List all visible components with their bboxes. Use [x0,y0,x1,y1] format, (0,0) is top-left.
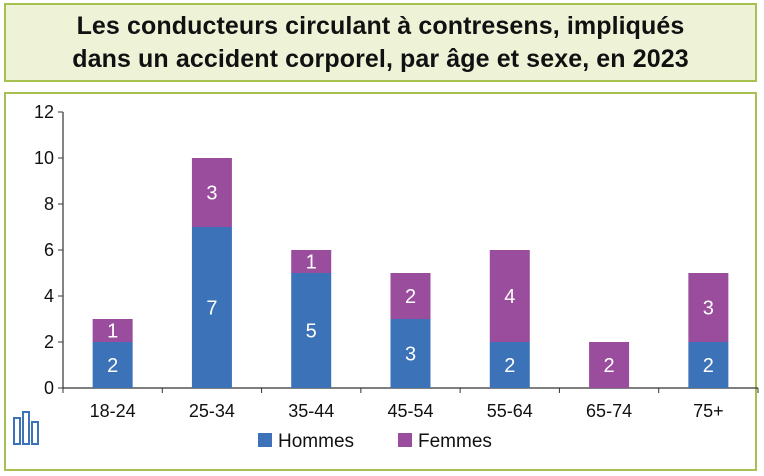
legend-label-hommes: Hommes [278,431,354,452]
x-tick-label: 25-34 [189,401,235,421]
x-tick-label: 65-74 [586,401,632,421]
legend-swatch-hommes [258,433,272,447]
y-tick-label: 8 [44,194,54,214]
data-label-hommes: 7 [206,298,217,320]
bar-femmes-18-24 [92,319,133,342]
data-label-femmes: 2 [604,355,615,377]
data-label-hommes: 2 [107,355,118,377]
x-tick-label: 75+ [693,401,724,421]
x-tick-label: 45-54 [387,401,433,421]
data-label-femmes: 2 [405,286,416,308]
y-tick-label: 10 [34,148,54,168]
bar-femmes-35-44 [291,250,332,273]
statistique-publique-logo [12,411,42,458]
data-label-femmes: 3 [703,298,714,320]
data-label-hommes: 5 [306,321,317,343]
x-tick-label: 35-44 [288,401,334,421]
data-label-femmes: 4 [504,286,515,308]
bar-femmes-25-34 [191,158,232,227]
legend-label-femmes: Femmes [418,431,492,452]
bar-hommes-25-34 [191,227,232,388]
y-tick-label: 12 [34,102,54,122]
bar-femmes-75+ [688,273,729,342]
data-label-hommes: 2 [703,355,714,377]
bar-hommes-45-54 [390,319,431,388]
x-tick-label: 18-24 [90,401,136,421]
chart-frame [4,92,757,471]
chart-title-box: Les conducteurs circulant à contresens, … [4,3,757,82]
chart-title: Les conducteurs circulant à contresens, … [72,11,689,73]
y-tick-label: 0 [44,378,54,398]
bar-femmes-65-74 [589,342,630,388]
y-tick-label: 4 [44,286,54,306]
y-tick-label: 6 [44,240,54,260]
data-label-femmes: 1 [306,252,317,274]
legend-swatch-femmes [398,433,412,447]
data-label-hommes: 3 [405,344,416,366]
data-label-femmes: 3 [206,183,217,205]
bar-femmes-55-64 [489,250,530,342]
data-label-femmes: 1 [107,321,118,343]
y-tick-label: 2 [44,332,54,352]
x-tick-label: 55-64 [487,401,533,421]
data-label-hommes: 2 [504,355,515,377]
bar-hommes-55-64 [489,342,530,388]
bar-hommes-35-44 [291,273,332,388]
bar-hommes-18-24 [92,342,133,388]
bar-hommes-75+ [688,342,729,388]
bar-femmes-45-54 [390,273,431,319]
